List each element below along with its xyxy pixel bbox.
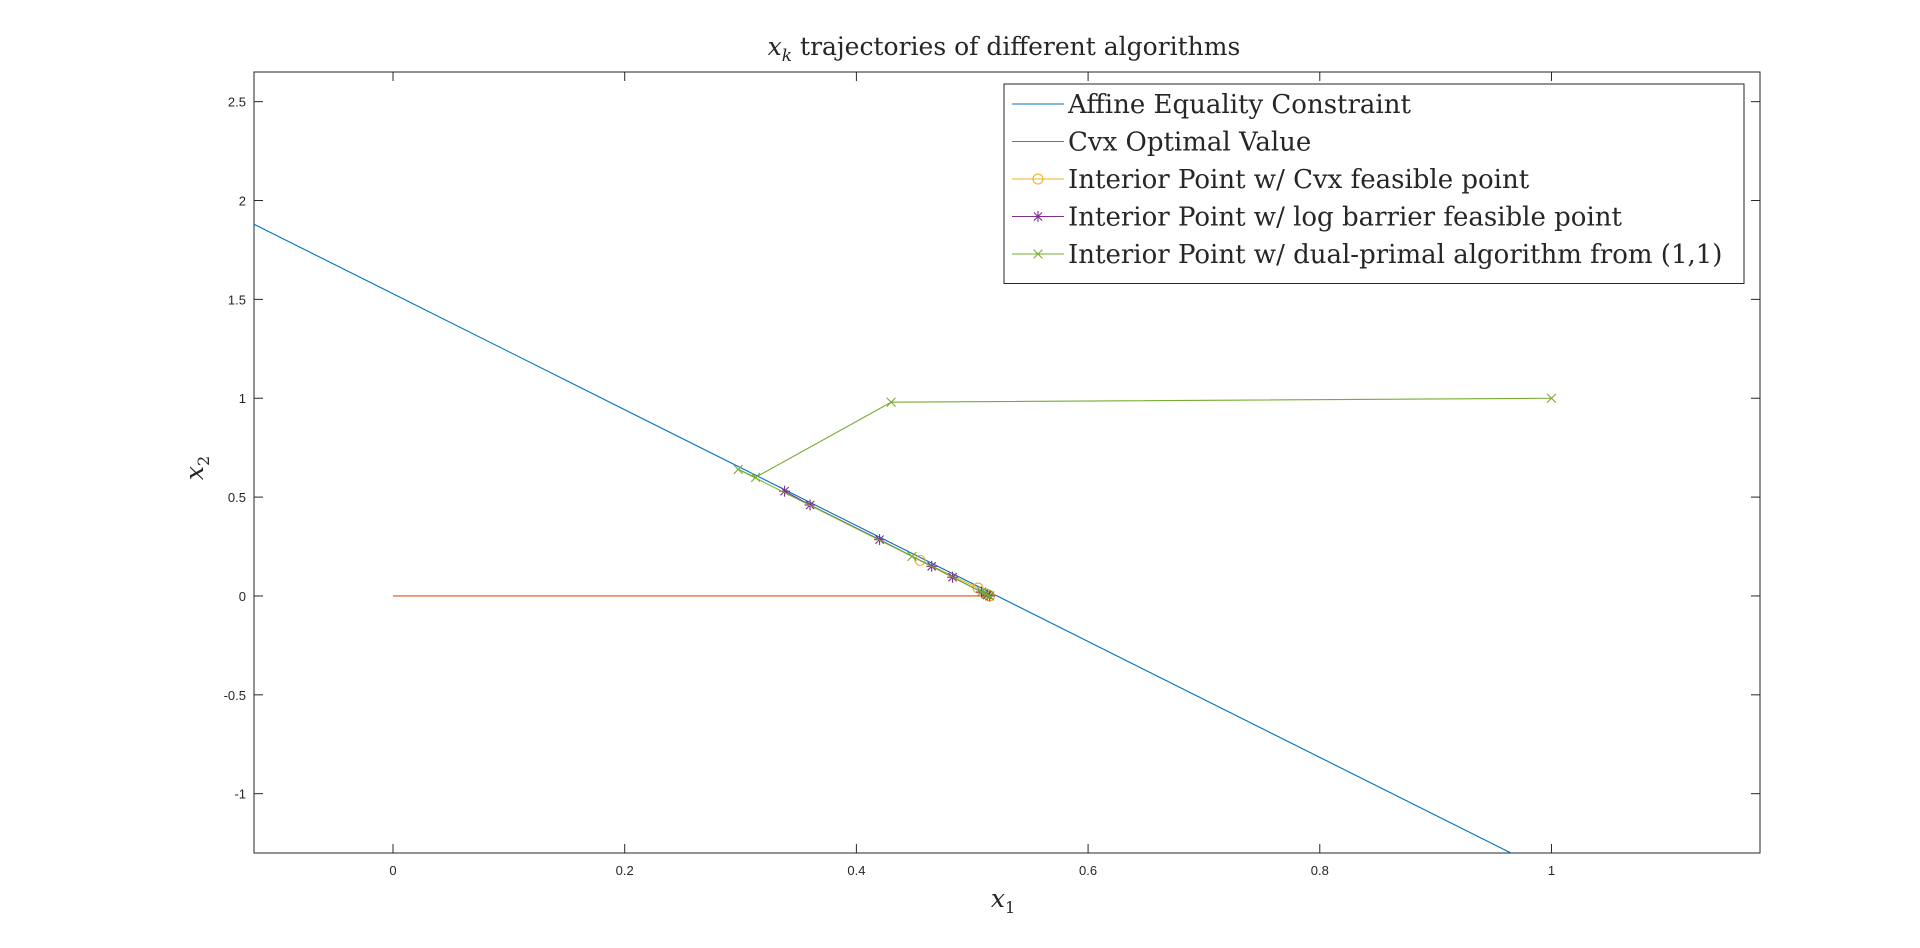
x-axis-label: x1 [991, 884, 1015, 917]
legend-label: Cvx Optimal Value [1068, 128, 1311, 158]
series-5-point [984, 591, 995, 601]
y-tick-label: -1 [234, 787, 246, 802]
legend-label: Interior Point w/ Cvx feasible point [1068, 165, 1530, 195]
x-tick-label: 0.8 [1311, 863, 1329, 878]
legend-marker [1032, 173, 1044, 185]
legend-item-4: Interior Point w/ log barrier feasible p… [1012, 203, 1622, 233]
legend-item-5: Interior Point w/ dual-primal algorithm … [1012, 240, 1722, 270]
x-axis-label-sub: 1 [1005, 898, 1015, 917]
y-axis-label: x2 [180, 456, 213, 480]
series-5-point [981, 589, 991, 600]
legend-item-2: Cvx Optimal Value [1012, 128, 1311, 158]
series-5-point [750, 472, 761, 483]
series-1 [254, 223, 1512, 853]
y-axis-label-var: x [180, 466, 209, 480]
x-tick-label: 0.2 [616, 863, 634, 878]
y-tick-label: 0.5 [228, 490, 246, 505]
y-tick-label: 1.5 [228, 292, 246, 307]
series-5-point-b [907, 551, 917, 562]
ticks-layer: 0 0.2 0.4 0.6 0.8 1 -1 -0.5 0 0.5 1 1.5 2 2.5 [224, 72, 1760, 878]
series-1-line [254, 223, 1512, 853]
y-tick-label: 1 [239, 391, 246, 406]
legend-marker [1032, 211, 1044, 222]
series-5-point-b [981, 589, 991, 600]
series-5-point [886, 397, 896, 407]
legend-label: Affine Equality Constraint [1067, 90, 1411, 120]
series-3-point [914, 554, 926, 566]
x-tick-label: 1 [1548, 863, 1555, 878]
legend-label: Interior Point w/ log barrier feasible p… [1068, 203, 1622, 233]
series-5-point-b [733, 464, 744, 475]
legend-marker-d2 [1033, 211, 1043, 222]
legend-item-1: Affine Equality Constraint [1012, 90, 1411, 120]
legend-label: Interior Point w/ dual-primal algorithm … [1068, 240, 1722, 270]
series-5-point-b [984, 591, 995, 601]
y-tick-label: 2.5 [228, 95, 246, 110]
y-axis-label-sub: 2 [194, 456, 213, 466]
chart-title-var: x [768, 32, 782, 61]
chart-title-sub: k [782, 46, 792, 66]
series-5-point-b [976, 587, 987, 597]
series-4-point-d2 [780, 486, 790, 496]
series-5-point-b [1546, 393, 1557, 404]
x-tick-label: 0.4 [847, 863, 865, 878]
series-5-point [1546, 393, 1557, 404]
x-tick-label: 0.6 [1079, 863, 1097, 878]
series-5-point-b [750, 472, 761, 483]
y-tick-label: -0.5 [224, 688, 246, 703]
chart-title: xk trajectories of different algorithms [768, 32, 1241, 66]
y-tick-label: 2 [239, 194, 246, 209]
legend: Affine Equality Constraint Cvx Optimal Va… [1003, 83, 1745, 284]
series-5-point [733, 464, 744, 475]
legend-marker [1033, 249, 1043, 259]
series-5-point-b [886, 397, 896, 407]
legend-item-3: Interior Point w/ Cvx feasible point [1012, 165, 1530, 195]
chart-title-rest: trajectories of different algorithms [792, 32, 1240, 61]
x-tick-label: 0 [389, 863, 396, 878]
series-clip-group [254, 223, 1557, 853]
x-axis-label-var: x [991, 884, 1005, 913]
series-5-point [976, 587, 987, 597]
series-5-point [907, 551, 917, 562]
series-5 [733, 393, 1557, 601]
y-tick-label: 0 [239, 589, 246, 604]
legend-box [1003, 83, 1745, 284]
series-layer [254, 223, 1557, 853]
legend-marker-b [1033, 249, 1043, 259]
